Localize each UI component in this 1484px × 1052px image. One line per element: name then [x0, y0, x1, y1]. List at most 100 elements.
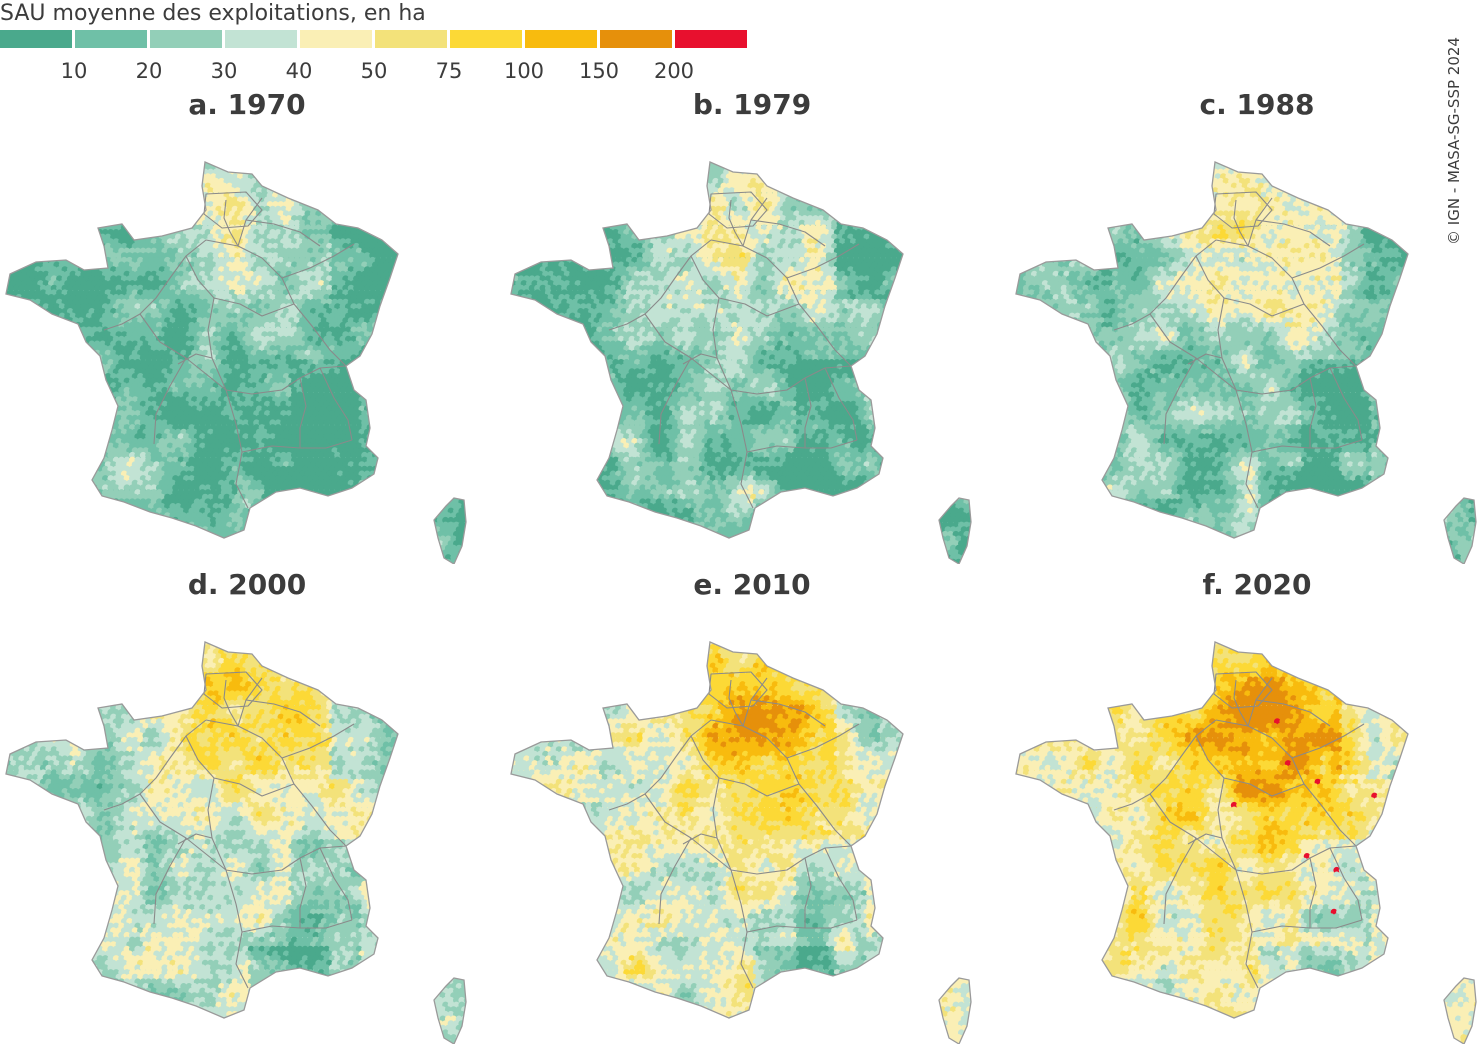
map-cell: [39, 284, 47, 292]
map-cell: [31, 400, 39, 408]
map-cell: [26, 368, 33, 375]
map-cell: [447, 368, 455, 375]
map-cell: [377, 321, 385, 329]
map-cell: [442, 294, 449, 301]
map-cell: [48, 196, 55, 204]
map-cell: [50, 284, 58, 292]
map-cell: [431, 400, 439, 408]
map-cell: [12, 363, 20, 371]
map-cell: [142, 191, 150, 199]
map-cell: [326, 219, 333, 227]
map-cell: [347, 219, 355, 227]
map-cell: [453, 391, 460, 399]
map-cell: [353, 187, 360, 194]
map-cell: [12, 224, 20, 231]
map-cell: [21, 303, 28, 310]
map-cell: [393, 368, 401, 375]
map-cell: [6, 168, 9, 176]
map-cell: [315, 155, 322, 162]
map-cell: [399, 410, 406, 417]
map-cell: [10, 391, 17, 399]
map-cell: [467, 178, 474, 185]
map-cell: [450, 340, 457, 348]
map-cell: [131, 224, 139, 231]
map-cell: [453, 377, 460, 385]
map-cell: [75, 391, 82, 399]
map-cell: [358, 373, 366, 380]
map-cell: [336, 168, 344, 176]
map-cell: [409, 359, 417, 366]
map-cell: [404, 312, 412, 320]
map-cell: [401, 191, 409, 199]
map-cell: [42, 215, 50, 222]
legend-tick-40: 40: [286, 58, 313, 84]
map-cell: [88, 224, 96, 231]
map-cell: [439, 349, 447, 357]
map-cell: [75, 410, 82, 417]
map-cell: [388, 182, 395, 190]
map-cell: [99, 155, 106, 162]
map-cell: [369, 177, 376, 185]
legend-tick-75: 75: [436, 58, 463, 84]
map-cell: [409, 326, 417, 334]
map-cell: [388, 215, 395, 222]
map-cell: [442, 400, 449, 408]
map-cell: [453, 247, 460, 255]
map-cell: [58, 247, 66, 255]
map-cell: [307, 182, 314, 190]
map-cell: [56, 242, 63, 250]
map-cell: [69, 196, 77, 204]
map-cell: [453, 410, 460, 417]
map-cell: [53, 400, 60, 408]
map-cell: [0, 206, 6, 213]
map-cell: [15, 386, 23, 394]
map-cell: [45, 317, 52, 324]
map-cell: [396, 191, 403, 199]
map-cell: [423, 308, 430, 315]
map-cell: [363, 224, 371, 231]
map-cell: [428, 331, 436, 338]
map-cell: [401, 349, 409, 357]
map-cell: [261, 177, 268, 185]
map-cell: [56, 177, 63, 185]
map-cell: [417, 308, 425, 315]
map-cell: [15, 321, 23, 329]
map-cell: [417, 201, 425, 208]
map-cell: [361, 354, 368, 361]
map-cell: [455, 233, 463, 241]
map-cell: [469, 359, 476, 366]
map-cell: [390, 405, 398, 413]
map-cell: [463, 326, 466, 334]
map-cell: [274, 182, 282, 190]
map-cell: [444, 396, 452, 403]
map-cell: [429, 155, 436, 162]
map-cell: [293, 191, 301, 199]
map-cell: [42, 164, 50, 171]
map-cell: [415, 205, 422, 213]
map-cell: [269, 164, 277, 171]
map-cell: [180, 187, 187, 194]
map-cell: [93, 233, 101, 241]
map-cell: [29, 349, 36, 357]
map-cell: [288, 177, 295, 185]
map-cell: [31, 182, 39, 190]
map-cell: [139, 205, 147, 213]
map-cell: [390, 252, 398, 259]
map-cell: [26, 205, 33, 213]
map-cell: [310, 155, 317, 162]
map-cell: [169, 252, 177, 259]
map-cell: [409, 261, 417, 269]
map-cell: [423, 266, 430, 273]
map-cell: [39, 414, 47, 422]
map-cell: [439, 168, 447, 176]
map-cell: [93, 405, 101, 413]
map-cell: [0, 164, 6, 171]
map-cell: [444, 242, 452, 250]
map-cell: [188, 215, 195, 222]
map-cell: [399, 335, 406, 343]
map-cell: [399, 359, 406, 366]
map-cell: [45, 162, 52, 166]
map-cell: [120, 168, 128, 176]
map-cell: [31, 173, 39, 180]
map-cell: [444, 266, 452, 273]
